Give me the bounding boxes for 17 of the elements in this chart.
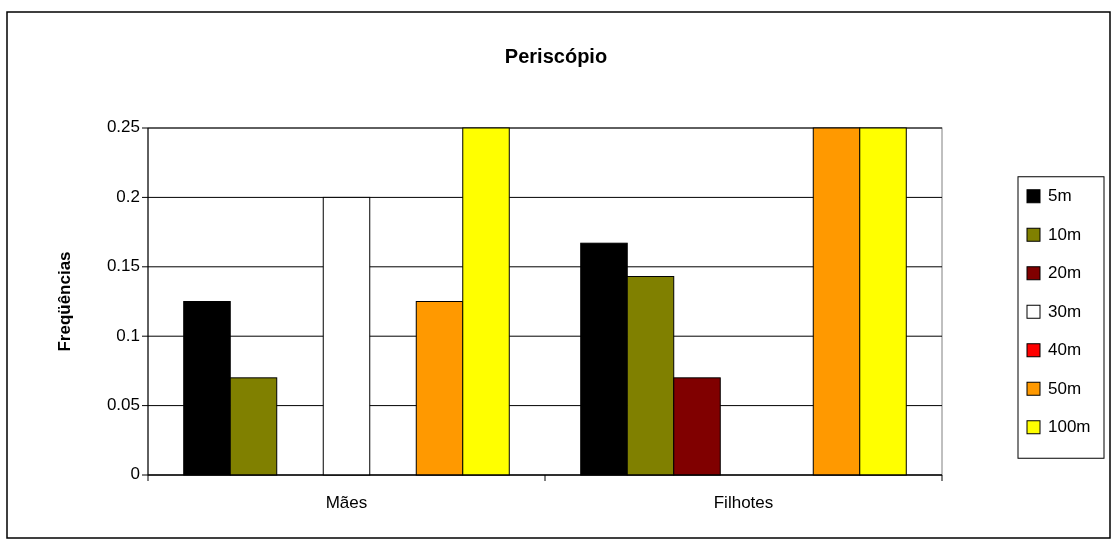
- x-tick-label: Filhotes: [713, 493, 774, 513]
- y-tick-label: 0.05: [106, 395, 140, 415]
- y-tick-label: 0: [130, 464, 140, 484]
- chart-title: Periscópio: [504, 45, 608, 68]
- y-tick-label: 0.15: [106, 256, 140, 276]
- y-tick-label: 0.1: [116, 325, 140, 345]
- legend-label: 30m: [1048, 301, 1082, 321]
- legend-label: 50m: [1048, 378, 1082, 398]
- y-tick-label: 0.2: [116, 186, 140, 206]
- legend-label: 20m: [1048, 263, 1082, 283]
- legend-label: 100m: [1048, 417, 1091, 437]
- x-tick-label: Mães: [325, 493, 368, 513]
- legend-label: 5m: [1048, 186, 1072, 206]
- legend-label: 10m: [1048, 224, 1082, 244]
- legend-label: 40m: [1048, 340, 1082, 360]
- y-tick-label: 0.25: [106, 117, 140, 137]
- y-axis-title: Freqüências: [55, 251, 75, 352]
